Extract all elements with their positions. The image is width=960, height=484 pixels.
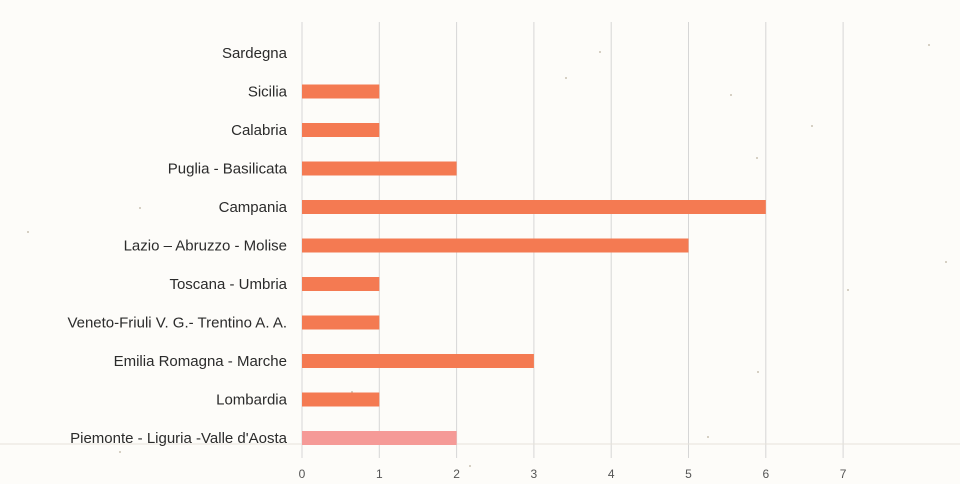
bar [302, 238, 689, 253]
paper-texture [27, 44, 947, 467]
bars [302, 84, 766, 445]
category-label: Lombardia [216, 392, 288, 409]
bar [302, 315, 380, 330]
x-tick-label: 1 [376, 467, 383, 481]
bar [302, 200, 766, 214]
category-label: Lazio – Abruzzo - Molise [124, 238, 287, 255]
paper-speck [565, 77, 567, 79]
category-label: Emilia Romagna - Marche [114, 353, 287, 370]
category-labels: Sardegna Sicilia Calabria Puglia - Basilica… [67, 45, 287, 447]
x-tick-label: 3 [531, 467, 538, 481]
category-label: Piemonte - Liguria -Valle d'Aosta [70, 430, 288, 447]
paper-speck [139, 207, 141, 209]
x-tick-label: 7 [840, 467, 847, 481]
bar [302, 84, 380, 99]
x-tick-label: 0 [299, 467, 306, 481]
category-label: Puglia - Basilicata [168, 161, 288, 178]
x-tick-label: 2 [453, 467, 460, 481]
paper-speck [945, 261, 947, 263]
paper-speck [469, 465, 471, 467]
paper-speck [730, 94, 732, 96]
paper-speck [756, 157, 758, 159]
bar [302, 161, 457, 176]
category-label: Campania [219, 199, 288, 216]
paper-speck [847, 289, 849, 291]
bar [302, 123, 380, 137]
bar [302, 431, 457, 445]
x-tick-label: 4 [608, 467, 615, 481]
category-label: Veneto-Friuli V. G.- Trentino A. A. [67, 315, 287, 332]
paper-speck [928, 44, 930, 46]
paper-speck [27, 231, 29, 233]
paper-speck [707, 436, 709, 438]
paper-speck [811, 125, 813, 127]
category-label: Calabria [231, 122, 288, 139]
category-label: Sicilia [248, 84, 288, 101]
paper-speck [599, 51, 601, 53]
category-label: Toscana - Umbria [169, 276, 287, 293]
category-label: Sardegna [222, 45, 288, 62]
x-tick-labels: 0 1 2 3 4 5 6 7 [299, 467, 847, 481]
paper-speck [757, 371, 759, 373]
x-tick-label: 5 [685, 467, 692, 481]
bar [302, 392, 380, 407]
x-tick-label: 6 [762, 467, 769, 481]
bar [302, 277, 380, 291]
paper-speck [119, 451, 121, 453]
bar [302, 354, 534, 368]
